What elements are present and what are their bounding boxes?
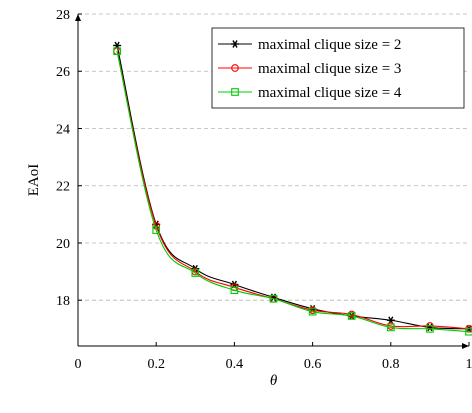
legend-item: maximal clique size = 3	[218, 61, 401, 77]
y-axis-arrow	[75, 14, 81, 21]
tick-labels: 0 0.2 0.4 0.6 0.8 1 18 20 22 24 26 28	[56, 8, 472, 372]
data-point-square	[191, 269, 200, 277]
data-point-square	[152, 226, 161, 234]
data-point-square	[347, 312, 356, 320]
legend-item: maximal clique size = 4	[218, 85, 402, 101]
data-point-circle	[231, 64, 239, 72]
x-tick-label: 1	[466, 357, 472, 372]
data-point-star	[231, 40, 239, 48]
x-tick-label: 0.6	[304, 357, 322, 372]
x-tick-label: 0	[75, 357, 82, 372]
y-tick-label: 24	[56, 122, 70, 137]
data-point-square	[386, 323, 395, 332]
legend-label: maximal clique size = 2	[258, 37, 401, 53]
data-point-square	[113, 47, 121, 56]
data-point-square	[231, 88, 239, 96]
legend-label: maximal clique size = 3	[258, 61, 401, 77]
data-point-square	[230, 286, 239, 295]
x-tick-label: 0.8	[382, 357, 400, 372]
y-tick-label: 26	[56, 65, 70, 80]
y-tick-label: 18	[56, 294, 70, 309]
series-line	[116, 51, 470, 333]
x-axis-arrow	[462, 343, 469, 349]
x-axis-label: θ	[270, 373, 278, 389]
data-point-square	[269, 294, 278, 303]
y-tick-label: 22	[56, 180, 70, 195]
legend-label: maximal clique size = 4	[258, 85, 402, 101]
y-axis-label: EAoI	[26, 164, 42, 197]
axes	[75, 13, 470, 349]
x-tick-label: 0.2	[147, 357, 165, 372]
y-tick-label: 28	[56, 8, 70, 23]
series-group	[113, 41, 472, 336]
x-tick-label: 0.4	[226, 357, 244, 372]
legend: maximal clique size = 2 maximal clique si…	[211, 27, 465, 109]
legend-item: maximal clique size = 2	[218, 37, 401, 53]
legend-box	[211, 27, 465, 109]
data-point-square	[465, 327, 472, 336]
data-point-square	[308, 307, 317, 316]
data-point-square	[426, 324, 434, 333]
y-tick-label: 20	[56, 237, 70, 252]
series-3	[113, 47, 472, 336]
